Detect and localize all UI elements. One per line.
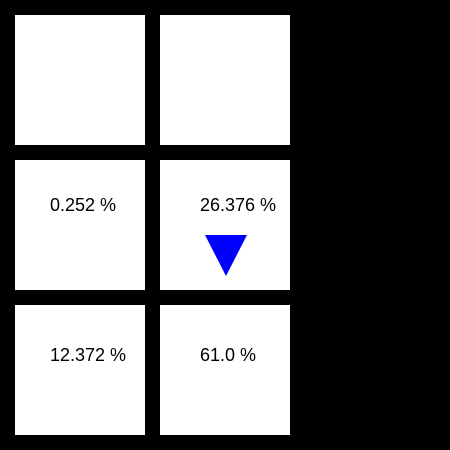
grid-cell-r2c0[interactable]: 12.372 %	[15, 305, 145, 435]
grid-cell-r1c1[interactable]: 26.376 %	[160, 160, 290, 290]
grid-cell-r0c0[interactable]	[15, 15, 145, 145]
cell-label: 61.0 %	[200, 345, 257, 365]
cell-label: 0.252 %	[50, 195, 117, 215]
grid-cell-r0c1[interactable]	[160, 15, 290, 145]
cell-label: 26.376 %	[200, 195, 277, 215]
grid-cell-r2c1[interactable]: 61.0 %	[160, 305, 290, 435]
grid-cell-r1c0[interactable]: 0.252 %	[15, 160, 145, 290]
triangle-down-icon	[205, 235, 247, 276]
cell-label: 12.372 %	[50, 345, 127, 365]
